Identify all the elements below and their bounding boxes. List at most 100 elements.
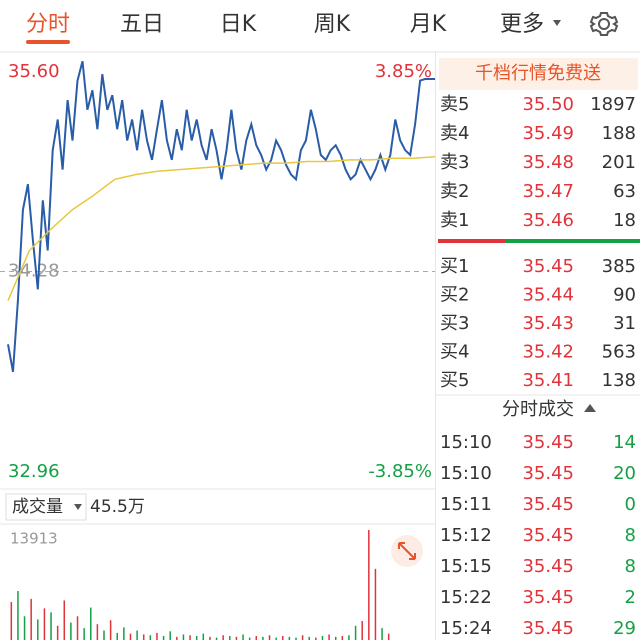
- bid-volume: 563: [602, 342, 636, 363]
- volume-bar: [268, 635, 271, 640]
- bid-price: 35.41: [522, 370, 574, 391]
- expand-button[interactable]: [391, 535, 423, 567]
- trade-price: 35.45: [522, 525, 574, 546]
- trade-volume: 14: [613, 432, 636, 453]
- volume-bar: [354, 625, 357, 640]
- volume-bar: [176, 636, 178, 640]
- tab[interactable]: 周K: [314, 12, 351, 37]
- volume-bar: [156, 632, 158, 640]
- ask-price: 35.47: [522, 181, 574, 202]
- volume-bar: [189, 635, 191, 640]
- price-line: [7, 60, 435, 372]
- volume-bar: [37, 619, 39, 640]
- volume-bar: [149, 635, 152, 640]
- trade-time: 15:22: [440, 587, 492, 608]
- ask-label: 卖5: [440, 94, 469, 115]
- bid-volume: 31: [613, 313, 636, 334]
- volume-bar: [23, 616, 26, 640]
- trade-time: 15:11: [440, 494, 492, 515]
- y-tick-label: 35.60: [8, 61, 60, 82]
- trade-price: 35.45: [522, 556, 574, 577]
- volume-bar: [381, 628, 383, 640]
- volume-total: 45.5万: [90, 497, 145, 517]
- more-caret: [553, 20, 561, 26]
- volume-bar: [348, 635, 350, 640]
- volume-bar: [83, 628, 85, 640]
- volume-bar: [282, 636, 284, 640]
- volume-bar: [229, 636, 231, 640]
- volume-bar: [103, 630, 105, 640]
- ask-label: 卖1: [440, 210, 469, 231]
- tab[interactable]: 更多: [500, 12, 544, 37]
- volume-bar: [182, 634, 185, 640]
- volume-bar: [96, 624, 99, 640]
- average-line: [7, 155, 436, 301]
- bid-label: 买4: [440, 342, 469, 363]
- volume-bar: [215, 637, 218, 640]
- volume-bar: [70, 622, 72, 640]
- volume-bar: [222, 635, 224, 640]
- trade-price: 35.45: [522, 618, 574, 639]
- volume-bar: [123, 627, 125, 640]
- y2-tick-label: -3.85%: [368, 461, 432, 482]
- volume-bar: [195, 636, 198, 640]
- volume-bar: [76, 616, 79, 640]
- volume-bar: [288, 636, 291, 640]
- volume-bar: [368, 530, 370, 640]
- volume-bar: [275, 637, 277, 640]
- trade-time: 15:24: [440, 618, 492, 639]
- indicator-select-box[interactable]: [5, 493, 87, 521]
- volume-bar: [262, 636, 264, 640]
- volume-bar: [248, 637, 251, 640]
- volume-bar: [142, 634, 145, 640]
- settings-icon[interactable]: [589, 12, 619, 36]
- volume-bar: [50, 612, 52, 640]
- order-banner[interactable]: 千档行情免费送: [475, 63, 601, 84]
- volume-bar: [116, 632, 118, 640]
- indicator-caret: [74, 504, 82, 510]
- trade-volume: 0: [625, 494, 636, 515]
- volume-bar: [361, 621, 363, 640]
- bid-volume: 385: [602, 256, 636, 277]
- trades-title[interactable]: 分时成交: [502, 399, 574, 420]
- volume-bar: [321, 636, 324, 640]
- volume-bar: [30, 598, 32, 640]
- volume-bar: [308, 636, 310, 640]
- volume-bar: [17, 590, 19, 640]
- bid-price: 35.43: [522, 313, 574, 334]
- trade-volume: 8: [625, 525, 636, 546]
- trade-price: 35.45: [522, 494, 574, 515]
- trade-time: 15:12: [440, 525, 492, 546]
- volume-bar: [202, 633, 205, 640]
- trade-price: 35.45: [522, 587, 574, 608]
- trade-volume: 20: [613, 463, 636, 484]
- volume-bar: [301, 635, 304, 640]
- tab[interactable]: 日K: [220, 12, 257, 37]
- volume-bar: [162, 636, 165, 640]
- ask-label: 卖2: [440, 181, 469, 202]
- trade-price: 35.45: [522, 463, 574, 484]
- ask-label: 卖4: [440, 123, 469, 144]
- volume-bar: [328, 634, 330, 640]
- bid-volume: 138: [602, 370, 636, 391]
- ask-price: 35.49: [522, 123, 574, 144]
- ask-price: 35.46: [522, 210, 574, 231]
- tab[interactable]: 分时: [26, 12, 70, 37]
- tab[interactable]: 月K: [410, 12, 447, 37]
- trades-caret: [584, 404, 596, 412]
- trade-time: 15:15: [440, 556, 492, 577]
- volume-title[interactable]: 成交量: [12, 497, 63, 517]
- bid-price: 35.45: [522, 256, 574, 277]
- bid-label: 买1: [440, 256, 469, 277]
- gear-center: [598, 18, 610, 30]
- bid-price: 35.44: [522, 285, 574, 306]
- volume-bar: [56, 625, 59, 640]
- bid-label: 买5: [440, 370, 469, 391]
- y-tick-label: 13913: [10, 530, 58, 548]
- trade-time: 15:10: [440, 463, 492, 484]
- banner-bg[interactable]: [439, 58, 638, 90]
- tab[interactable]: 五日: [120, 12, 164, 37]
- sell-bar: [438, 239, 506, 243]
- y-tick-label: 34.28: [8, 261, 60, 282]
